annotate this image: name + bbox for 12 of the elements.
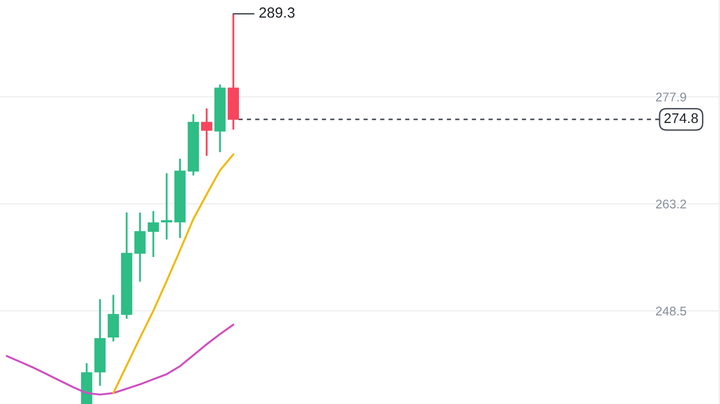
annotation: 289.3 <box>259 7 295 18</box>
y-tick-label: 263.2 <box>656 200 686 208</box>
line-series <box>112 153 234 394</box>
y-tick-label: 248.5 <box>656 306 686 316</box>
candlestick <box>134 212 146 283</box>
y-tick-label: 277.9 <box>656 92 686 102</box>
candlestick <box>161 172 172 240</box>
ref-line-label: 274.8 <box>664 113 698 124</box>
candlestick <box>148 210 159 258</box>
line-series <box>6 324 234 396</box>
candlestick <box>201 108 212 157</box>
candlestick <box>108 294 119 342</box>
